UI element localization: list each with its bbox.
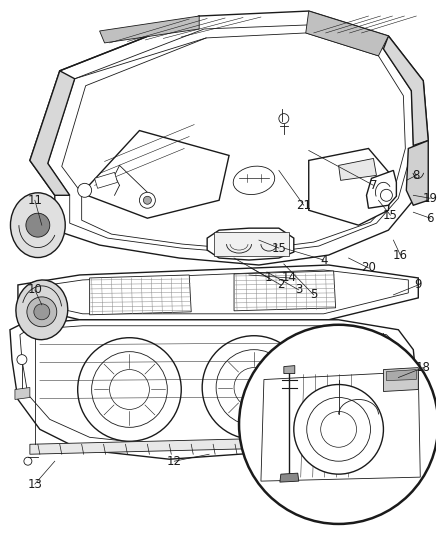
Circle shape (78, 183, 92, 197)
Text: 18: 18 (416, 361, 431, 374)
Polygon shape (10, 320, 416, 459)
Polygon shape (367, 171, 396, 208)
Polygon shape (339, 158, 376, 180)
Polygon shape (207, 228, 294, 260)
Text: 10: 10 (28, 284, 42, 296)
Circle shape (26, 213, 50, 237)
Circle shape (216, 350, 292, 425)
Ellipse shape (16, 280, 68, 340)
Text: 11: 11 (27, 194, 42, 207)
Polygon shape (306, 11, 389, 56)
Text: 12: 12 (167, 455, 182, 467)
Circle shape (234, 368, 274, 407)
Circle shape (279, 114, 289, 124)
Circle shape (24, 457, 32, 465)
Circle shape (307, 398, 371, 461)
Text: 21: 21 (296, 199, 311, 212)
Text: 9: 9 (414, 278, 422, 292)
Circle shape (143, 196, 152, 204)
Polygon shape (234, 271, 336, 311)
Polygon shape (99, 16, 199, 43)
Circle shape (78, 338, 181, 441)
Polygon shape (81, 131, 229, 218)
Circle shape (381, 189, 392, 201)
Polygon shape (48, 25, 413, 254)
Text: 14: 14 (281, 271, 297, 285)
Circle shape (321, 411, 357, 447)
Polygon shape (62, 33, 405, 250)
Text: 3: 3 (295, 284, 303, 296)
Polygon shape (90, 275, 191, 315)
Polygon shape (309, 149, 392, 225)
Polygon shape (383, 36, 428, 146)
Text: 2: 2 (277, 278, 285, 292)
Circle shape (110, 369, 149, 409)
Text: 19: 19 (423, 192, 438, 205)
Polygon shape (20, 326, 403, 446)
Text: 16: 16 (393, 248, 408, 262)
Text: 8: 8 (413, 169, 420, 182)
Polygon shape (280, 473, 299, 482)
Text: 7: 7 (370, 179, 377, 192)
Text: 15: 15 (272, 241, 286, 255)
Text: 15: 15 (383, 209, 398, 222)
Text: 4: 4 (320, 254, 328, 266)
Text: 6: 6 (427, 212, 434, 225)
Circle shape (139, 192, 155, 208)
Circle shape (294, 384, 383, 474)
Polygon shape (28, 270, 408, 314)
Text: 13: 13 (28, 478, 42, 490)
Ellipse shape (11, 193, 65, 257)
Polygon shape (383, 368, 418, 392)
Polygon shape (30, 11, 428, 265)
Text: 1: 1 (265, 271, 272, 285)
Circle shape (17, 354, 27, 365)
Circle shape (202, 336, 306, 439)
Polygon shape (95, 172, 117, 188)
Polygon shape (30, 437, 309, 454)
Polygon shape (406, 141, 428, 205)
Circle shape (34, 304, 50, 320)
Polygon shape (18, 265, 418, 320)
Polygon shape (284, 366, 295, 374)
Polygon shape (386, 369, 416, 381)
Polygon shape (15, 387, 30, 399)
Polygon shape (214, 232, 289, 256)
Circle shape (239, 325, 438, 524)
Text: 20: 20 (361, 262, 376, 274)
Polygon shape (261, 372, 420, 481)
Polygon shape (30, 71, 75, 195)
Circle shape (92, 352, 167, 427)
Text: 5: 5 (310, 288, 318, 301)
Circle shape (27, 297, 57, 327)
